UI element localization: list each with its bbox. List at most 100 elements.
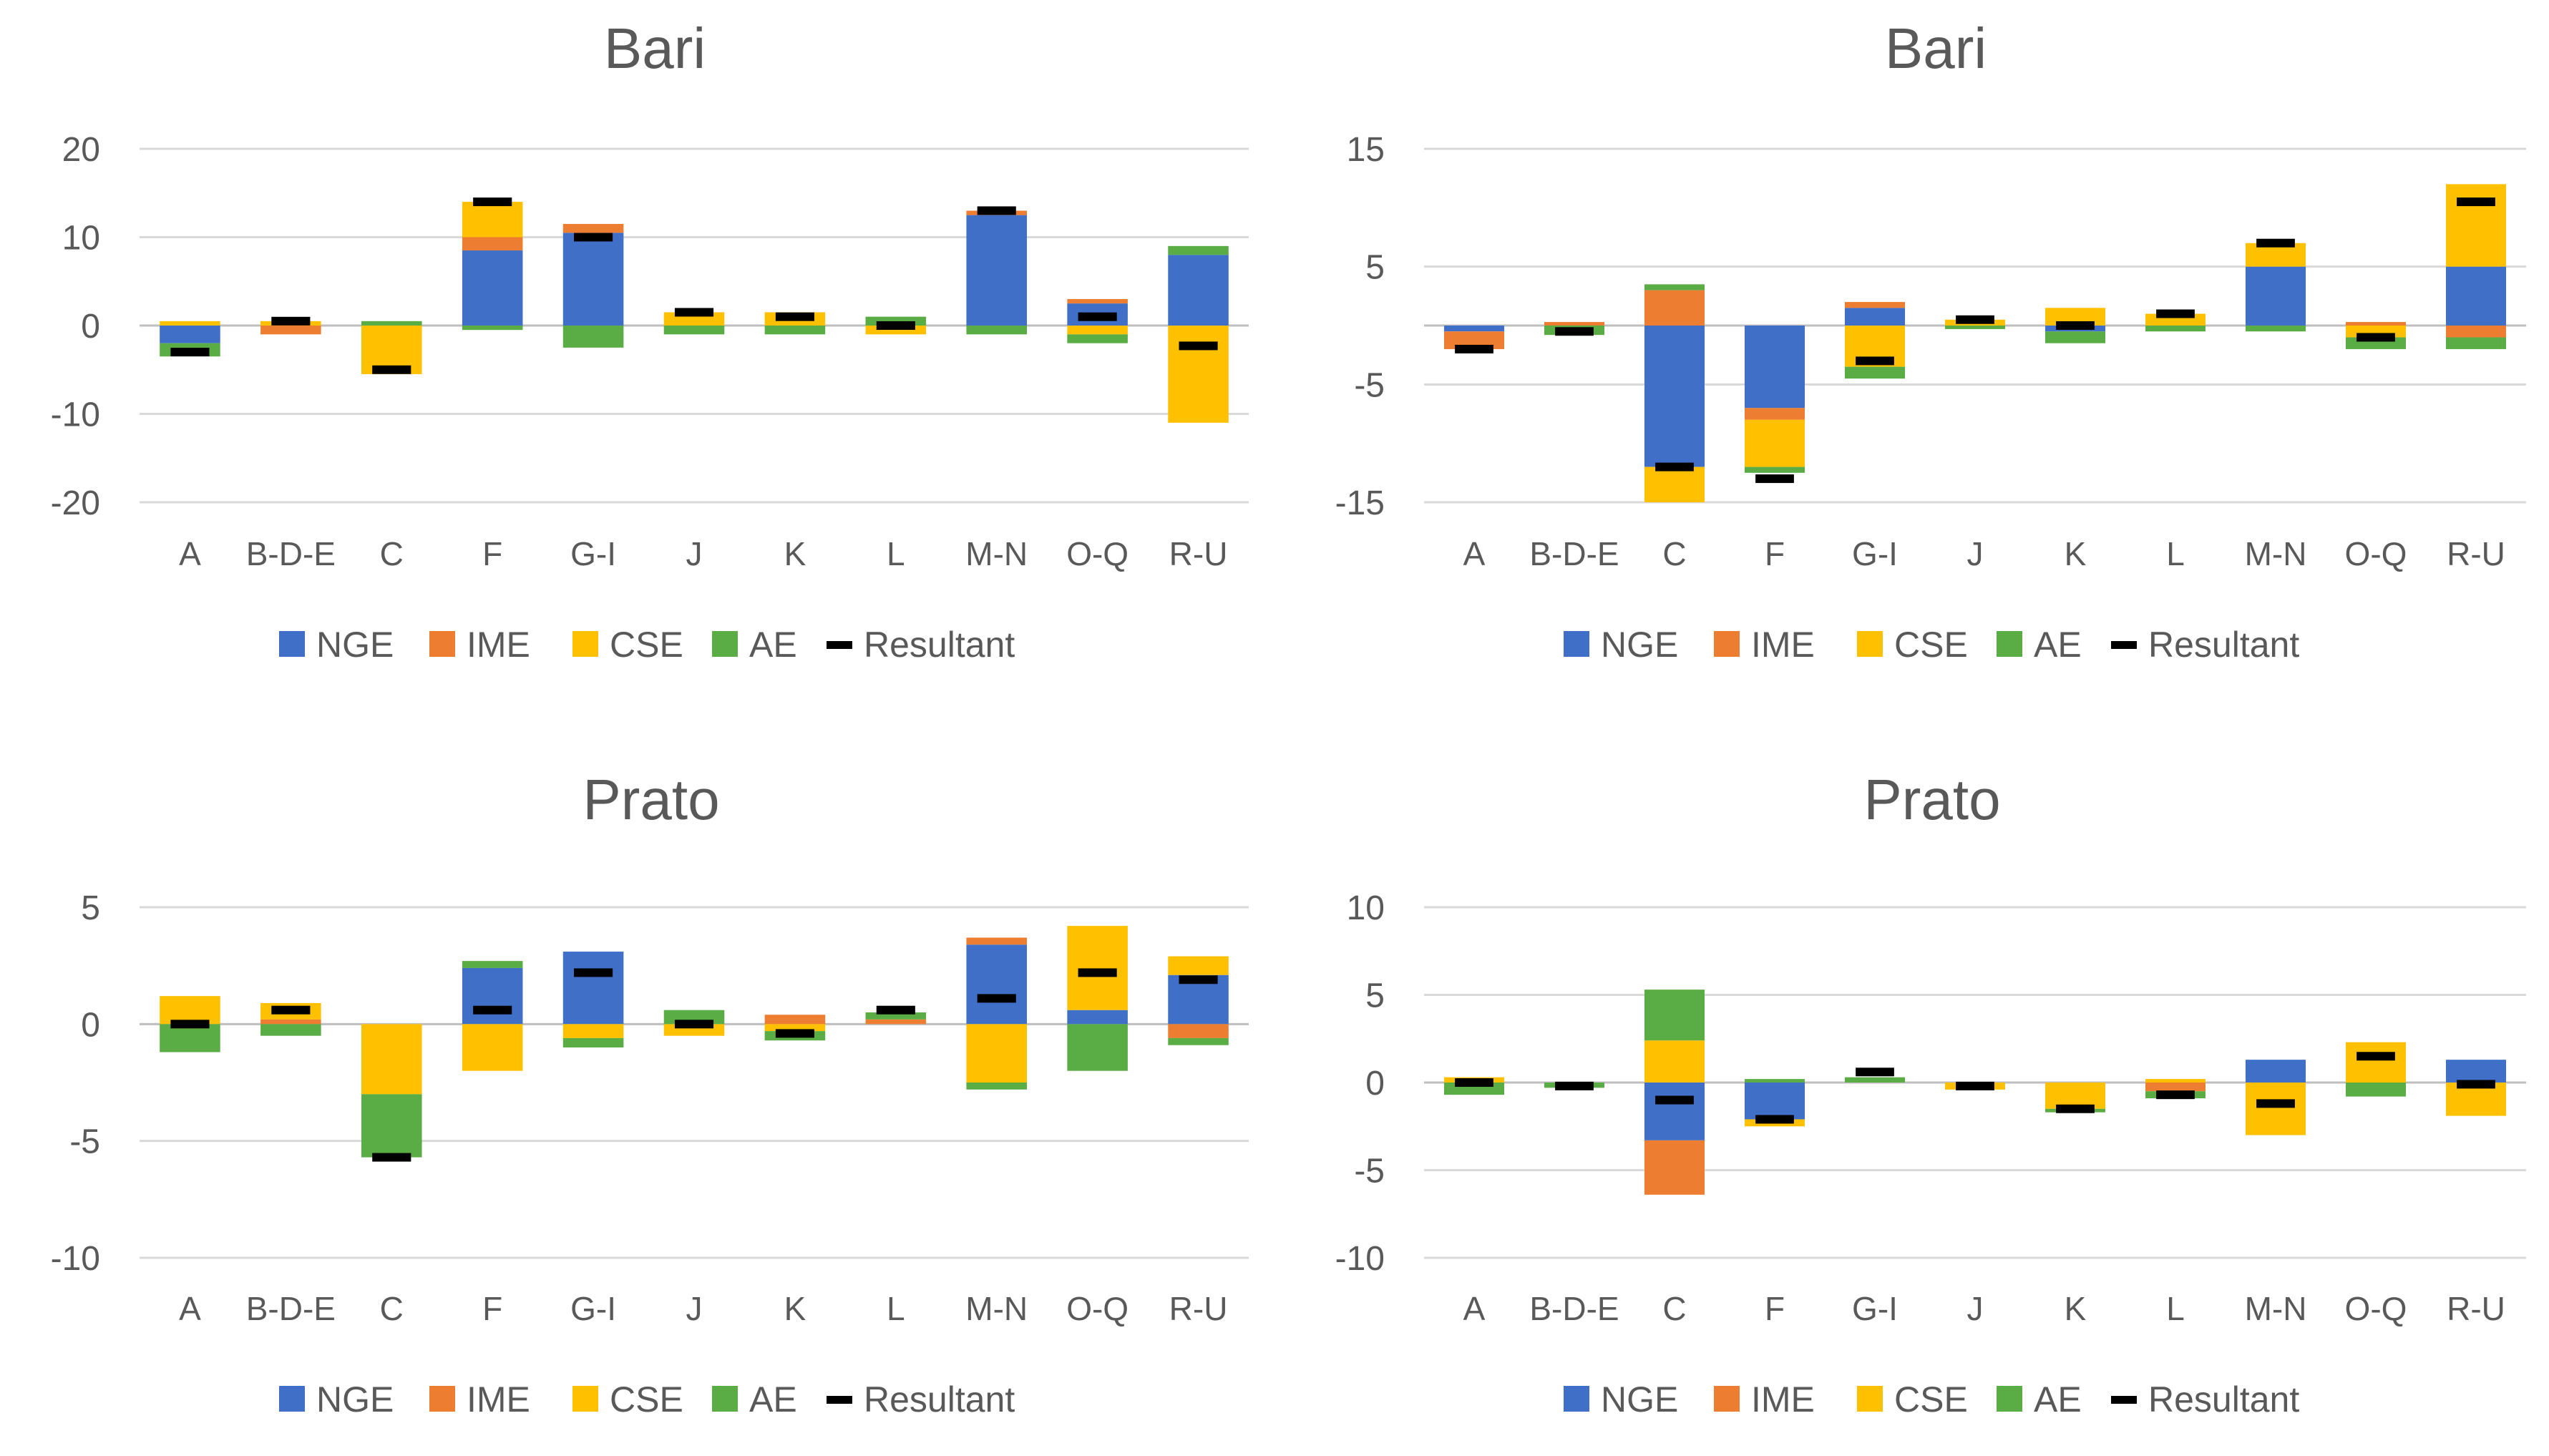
chart-panel-bari-right: Bari 15 5 -5 -15 A B-D-E C F G-I J K L M-N O-Q R-U NGE IM… — [1335, 16, 2526, 665]
legend-label-cse: CSE — [1894, 625, 1968, 665]
chart-title: Bari — [604, 16, 706, 80]
legend-label-nge: NGE — [316, 1379, 394, 1420]
resultant-marker-a — [1455, 1078, 1493, 1087]
resultant-marker-k — [775, 312, 814, 321]
bar-segment-ae-k — [2045, 331, 2105, 343]
bar-segment-ime-g-i — [1845, 302, 1905, 308]
bar-segment-cse-a — [160, 321, 220, 326]
resultant-marker-g-i — [574, 968, 613, 977]
resultant-marker-f — [473, 1005, 512, 1015]
bar-segment-cse-k — [2045, 1083, 2105, 1109]
legend-swatch-nge — [279, 1386, 305, 1412]
resultant-marker-o-q — [1078, 968, 1117, 977]
bar-segment-ae-m-n — [2246, 326, 2306, 332]
legend-label-ime: IME — [467, 1379, 530, 1420]
x-tick-label-j: J — [1967, 1290, 1984, 1327]
y-tick-label: -15 — [1335, 484, 1385, 522]
legend-label-ae: AE — [749, 1379, 797, 1420]
resultant-marker-m-n — [977, 994, 1016, 1003]
resultant-marker-a — [170, 348, 210, 357]
bar-segment-ime-m-n — [966, 937, 1027, 945]
legend-label-resultant: Resultant — [864, 625, 1015, 665]
x-tick-label-o-q: O-Q — [2345, 1290, 2407, 1327]
x-tick-label-o-q: O-Q — [1066, 535, 1129, 572]
bar-segment-ae-g-i — [562, 326, 624, 348]
bar-segment-cse-a — [160, 996, 220, 1025]
x-tick-label-j: J — [1967, 535, 1984, 572]
x-tick-label-b-d-e: B-D-E — [1529, 1290, 1619, 1327]
x-tick-label-m-n: M-N — [2245, 535, 2307, 572]
x-tick-label-k: K — [784, 535, 806, 572]
bar-segment-nge-f — [1745, 326, 1805, 409]
resultant-marker-b-d-e — [1555, 327, 1594, 336]
bar-segment-nge-a — [1444, 326, 1504, 332]
resultant-marker-c — [372, 365, 411, 374]
legend-label-nge: NGE — [1601, 625, 1678, 665]
chart-panel-prato-right: Prato 10 5 0 -5 -10 A B-D-E C F G-I J K L M-N O-Q R-U NGE… — [1335, 768, 2526, 1420]
bar-segment-ae-r-u — [1168, 1037, 1229, 1045]
chart-panel-bari-left: Bari 20 10 0 -10 -20 A B-D-E C F G-I J K L M-N O-Q R-U NG… — [51, 16, 1249, 665]
bar-segment-nge-m-n — [2246, 1060, 2306, 1083]
bar-segment-ime-k — [764, 1015, 826, 1025]
legend-label-nge: NGE — [316, 625, 394, 665]
y-tick-label: -10 — [51, 396, 100, 434]
resultant-marker-k — [2056, 321, 2095, 330]
y-tick-label: 5 — [1365, 249, 1385, 287]
resultant-marker-j — [1956, 1081, 1994, 1090]
legend-label-ime: IME — [1751, 1379, 1815, 1420]
legend-label-resultant: Resultant — [2148, 1379, 2299, 1420]
legend-label-resultant: Resultant — [2148, 625, 2299, 665]
bar-segment-cse-o-q — [2346, 1042, 2406, 1083]
bar-segment-ime-c — [1644, 1140, 1705, 1195]
x-tick-label-g-i: G-I — [1852, 535, 1898, 572]
resultant-marker-c — [1655, 462, 1694, 472]
bar-segment-ime-l — [2145, 1083, 2206, 1092]
x-tick-label-k: K — [784, 1290, 806, 1327]
bar-segment-cse-f — [1745, 419, 1805, 467]
legend-label-cse: CSE — [610, 625, 683, 665]
resultant-marker-b-d-e — [1555, 1081, 1594, 1090]
y-tick-label: -5 — [69, 1123, 100, 1161]
bar-segment-cse-k — [764, 1024, 826, 1032]
resultant-marker-a — [170, 1020, 210, 1029]
chart-title: Bari — [1885, 16, 1987, 80]
bar-segment-cse-r-u — [2446, 184, 2506, 267]
resultant-marker-o-q — [2357, 1052, 2395, 1061]
bar-segment-cse-o-q — [1067, 926, 1128, 1010]
bar-segment-cse-c — [1644, 466, 1705, 502]
legend-swatch-cse — [1857, 1386, 1883, 1412]
resultant-marker-o-q — [1078, 312, 1117, 321]
bar-segment-nge-g-i — [562, 233, 624, 326]
legend-swatch-cse — [572, 631, 598, 657]
bar-segment-nge-c — [1644, 326, 1705, 467]
resultant-marker-j — [674, 1020, 714, 1029]
x-tick-label-r-u: R-U — [2447, 1290, 2505, 1327]
resultant-marker-r-u — [2457, 197, 2495, 207]
resultant-marker-b-d-e — [271, 1005, 311, 1015]
bar-segment-nge-o-q — [1067, 1010, 1128, 1025]
bar-segment-cse-o-q — [1067, 326, 1128, 335]
x-tick-label-m-n: M-N — [965, 535, 1028, 572]
x-tick-label-m-n: M-N — [2245, 1290, 2307, 1327]
bar-segment-ae-g-i — [1845, 1077, 1905, 1083]
legend-swatch-cse — [1857, 631, 1883, 657]
bar-segment-ae-l — [865, 1012, 927, 1020]
bar-segment-ae-m-n — [966, 326, 1027, 335]
legend-swatch-resultant — [827, 641, 852, 649]
legend-swatch-ae — [712, 1386, 738, 1412]
resultant-marker-r-u — [1179, 341, 1218, 351]
bar-segment-ae-c — [1644, 284, 1705, 290]
bar-segment-ime-r-u — [2446, 326, 2506, 338]
x-tick-label-k: K — [2065, 1290, 2087, 1327]
bar-segment-ime-c — [1644, 290, 1705, 326]
resultant-marker-b-d-e — [271, 316, 311, 326]
resultant-marker-g-i — [1856, 356, 1894, 366]
y-tick-label: 0 — [81, 1006, 100, 1044]
resultant-marker-r-u — [1179, 975, 1218, 984]
x-tick-label-b-d-e: B-D-E — [1529, 535, 1619, 572]
bar-segment-cse-f — [462, 1024, 523, 1071]
resultant-marker-c — [372, 1153, 411, 1162]
resultant-marker-r-u — [2457, 1080, 2495, 1089]
x-tick-label-j: J — [686, 535, 703, 572]
